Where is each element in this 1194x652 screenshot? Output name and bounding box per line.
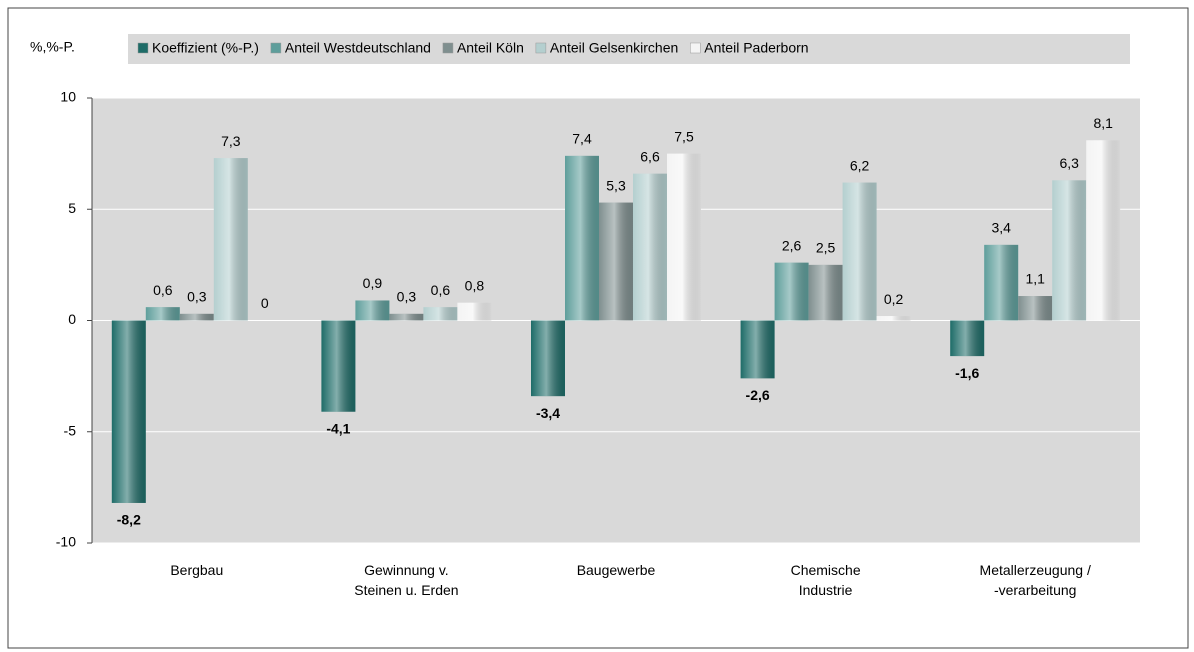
data-label: 2,5 — [816, 240, 836, 256]
data-label: -4,1 — [326, 420, 350, 436]
data-label: 0,9 — [363, 275, 383, 291]
data-label: 3,4 — [991, 220, 1011, 236]
legend-swatch — [690, 42, 701, 54]
bar-shine — [667, 153, 701, 321]
data-label: 0,3 — [397, 289, 417, 305]
bar-shine — [599, 202, 633, 321]
data-label: 7,4 — [572, 131, 592, 147]
bar-shine — [1018, 296, 1053, 321]
y-tick-label: 5 — [68, 200, 76, 216]
y-axis-label: %,%-P. — [30, 39, 75, 55]
bar-shine — [531, 320, 565, 397]
bar-shine — [111, 320, 146, 503]
bar-shine — [842, 182, 877, 321]
x-tick-label: Baugewerbe — [577, 562, 656, 578]
bar-shine — [1086, 140, 1121, 321]
data-label: -8,2 — [117, 512, 141, 528]
data-label: 0,6 — [431, 282, 451, 298]
legend-swatch — [442, 42, 454, 54]
x-tick-label: Bergbau — [170, 562, 223, 578]
data-label: 0,3 — [187, 289, 207, 305]
data-label: -2,6 — [746, 387, 770, 403]
bar-shine — [423, 307, 458, 321]
data-label: 7,5 — [674, 128, 694, 144]
legend-label: Anteil Gelsenkirchen — [550, 40, 678, 56]
data-label: -1,6 — [955, 365, 979, 381]
legend-label: Anteil Köln — [457, 40, 524, 56]
data-label: 8,1 — [1093, 115, 1113, 131]
legend-swatch — [137, 42, 149, 54]
data-label: -3,4 — [536, 405, 560, 421]
bar-shine — [633, 173, 667, 321]
legend-box — [128, 34, 1130, 64]
bar-shine — [1052, 180, 1087, 321]
y-tick-label: 10 — [60, 89, 76, 105]
data-label: 6,2 — [850, 157, 870, 173]
bar-shine — [808, 264, 843, 321]
legend-swatch — [535, 42, 547, 54]
bar-shine — [179, 313, 214, 321]
legend-label: Koeffizient (%-P.) — [152, 40, 259, 56]
data-label: 2,6 — [782, 237, 802, 253]
bar-shine — [774, 262, 809, 321]
x-tick-label: Gewinnung v. Steinen u. Erden — [354, 562, 458, 598]
legend-label: Anteil Paderborn — [704, 40, 808, 56]
bar-shine — [740, 320, 775, 379]
data-label: 1,1 — [1025, 271, 1045, 287]
bar-shine — [457, 302, 492, 321]
data-label: 7,3 — [221, 133, 241, 149]
data-label: 0 — [261, 295, 269, 311]
data-label: 5,3 — [606, 177, 626, 193]
bar-shine — [213, 158, 248, 321]
y-tick-label: 0 — [68, 311, 76, 327]
x-tick-label: Chemische Industrie — [791, 562, 861, 598]
bar-shine — [876, 316, 911, 321]
bar-shine — [355, 300, 390, 321]
data-label: 6,3 — [1059, 155, 1079, 171]
y-tick-label: -5 — [64, 422, 77, 438]
data-label: 0,6 — [153, 282, 173, 298]
bar-shine — [565, 155, 599, 321]
legend-swatch — [270, 42, 282, 54]
data-label: 0,2 — [884, 291, 904, 307]
y-tick-label: -10 — [56, 534, 76, 550]
bar-shine — [950, 320, 985, 357]
data-label: 0,8 — [465, 277, 485, 293]
x-tick-label: Metallerzeugung / -verarbeitung — [980, 562, 1091, 598]
bar-shine — [389, 313, 424, 321]
bar-shine — [984, 244, 1019, 321]
data-label: 6,6 — [640, 148, 660, 164]
bar-shine — [321, 320, 356, 412]
legend-label: Anteil Westdeutschland — [285, 40, 431, 56]
bar-shine — [145, 307, 180, 321]
